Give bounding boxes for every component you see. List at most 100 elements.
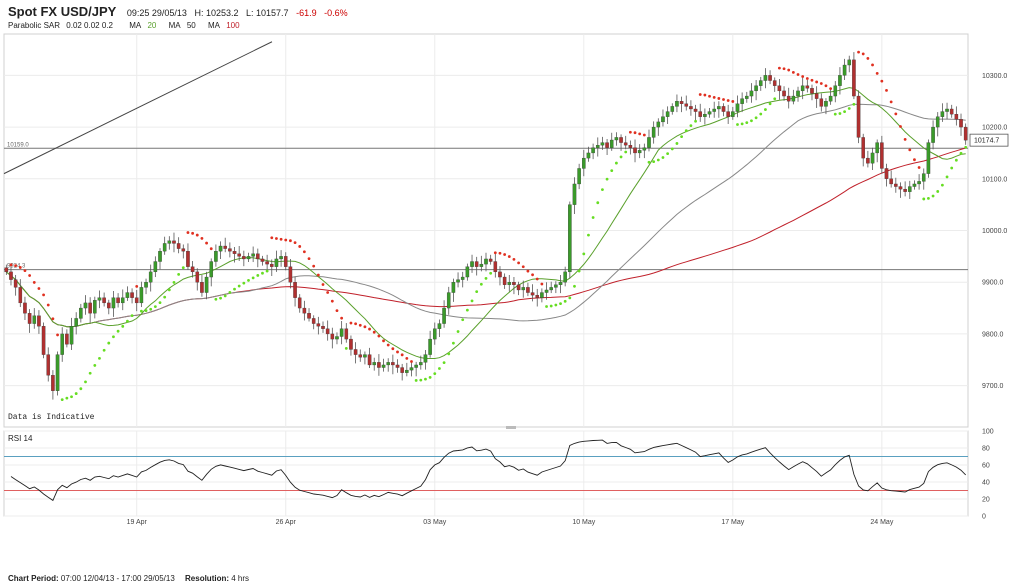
candle-down	[894, 183, 898, 187]
candle-down	[172, 240, 176, 244]
candle-down	[535, 294, 540, 298]
psar-dot-bear	[23, 269, 27, 273]
x-tick-label: 26 Apr	[276, 519, 297, 526]
psar-dot-bear	[340, 316, 344, 320]
candle-down	[684, 103, 689, 107]
psar-dot-bull	[610, 169, 614, 173]
psar-dot-bull	[591, 216, 595, 219]
y-tick-label: 9900.0	[982, 280, 1004, 287]
candle-up	[637, 150, 642, 154]
psar-dot-bull	[247, 279, 250, 282]
candle-down	[130, 292, 134, 298]
psar-dot-bear	[731, 100, 735, 103]
candle-down	[623, 142, 628, 146]
psar-dot-bull	[684, 129, 688, 133]
candle-up	[432, 328, 437, 340]
psar-dot-bear	[517, 261, 520, 265]
candle-down	[311, 318, 316, 324]
psar-dot-bull	[112, 335, 115, 339]
psar-dot-bull	[228, 291, 232, 294]
panel-resize-handle[interactable]	[506, 426, 516, 429]
psar-dot-bear	[368, 327, 371, 331]
psar-dot-bear	[191, 231, 195, 235]
candle-down	[134, 297, 139, 304]
ma20-line	[5, 87, 966, 359]
candle-down	[4, 267, 9, 273]
psar-dot-bull	[740, 122, 744, 126]
psar-dot-bear	[37, 287, 41, 290]
psar-dot-bull	[670, 147, 674, 151]
candle-down	[605, 142, 609, 148]
candle-down	[772, 80, 777, 86]
psar-dot-bull	[950, 166, 954, 170]
candle-down	[391, 362, 395, 366]
psar-dot-bear	[270, 236, 274, 240]
psar-dot-bear	[32, 281, 36, 284]
psar-dot-bear	[540, 282, 544, 286]
candle-down	[726, 111, 730, 117]
period-value: 07:00 12/04/13 - 17:00 29/05/13	[60, 574, 175, 583]
candle-up	[614, 137, 619, 141]
candle-down	[367, 354, 372, 366]
y-tick-label: 10300.0	[982, 73, 1007, 80]
psar-dot-bull	[954, 158, 958, 162]
psar-dot-bear	[787, 68, 791, 72]
candle-down	[321, 326, 325, 329]
psar-dot-bull	[181, 266, 185, 270]
psar-dot-bull	[652, 160, 656, 163]
candle-up	[609, 139, 614, 148]
psar-dot-bear	[708, 94, 711, 98]
candle-down	[400, 367, 404, 373]
candle-down	[41, 326, 46, 355]
candle-down	[633, 147, 637, 154]
candle-down	[498, 271, 502, 278]
candle-down	[516, 284, 521, 291]
candle-down	[959, 119, 963, 128]
candle-up	[69, 326, 74, 345]
psar-dot-bear	[782, 67, 786, 71]
psar-dot-bull	[261, 271, 264, 275]
candle-down	[228, 248, 232, 252]
candle-down	[288, 266, 293, 283]
psar-dot-bull	[70, 395, 73, 399]
candle-up	[791, 95, 796, 102]
psar-dot-bull	[414, 379, 418, 382]
indicator-legend: Parabolic SAR 0.02 0.02 0.2 MA 20 MA 50 …	[8, 21, 244, 30]
candle-down	[353, 349, 358, 355]
psar-dot-bull	[680, 135, 683, 138]
psar-dot-bull	[172, 280, 176, 284]
psar-dot-bull	[736, 123, 739, 126]
psar-dot-bear	[861, 52, 865, 56]
candle-up	[754, 85, 758, 92]
candle-up	[824, 101, 828, 107]
candle-down	[963, 126, 968, 141]
candle-down	[768, 75, 772, 81]
psar-dot-bull	[675, 142, 679, 145]
psar-dot-bear	[330, 299, 334, 303]
psar-dot-bull	[764, 108, 767, 111]
candle-up	[251, 253, 255, 257]
candle-up	[437, 323, 442, 329]
candle-down	[698, 111, 703, 117]
psar-dot-bear	[372, 330, 376, 334]
candle-up	[595, 145, 600, 148]
candle-up	[828, 95, 833, 102]
trend-line	[3, 41, 273, 175]
psar-dot-bear	[633, 131, 637, 135]
psar-dot-bull	[661, 156, 665, 159]
psar-dot-bull	[959, 151, 963, 155]
psar-dot-bull	[447, 352, 451, 356]
x-tick-label: 17 May	[721, 519, 744, 526]
candle-down	[23, 302, 27, 314]
candle-down	[777, 85, 782, 92]
candle-up	[55, 354, 60, 391]
psar-dot-bull	[624, 150, 628, 154]
ma50-label: MA	[168, 21, 181, 30]
candle-up	[386, 362, 390, 366]
psar-dot-bear	[410, 360, 413, 363]
last-price-label: 10174.7	[974, 138, 999, 145]
psar-dot-bull	[945, 175, 949, 179]
candle-down	[628, 145, 633, 148]
candle-up	[218, 245, 223, 252]
